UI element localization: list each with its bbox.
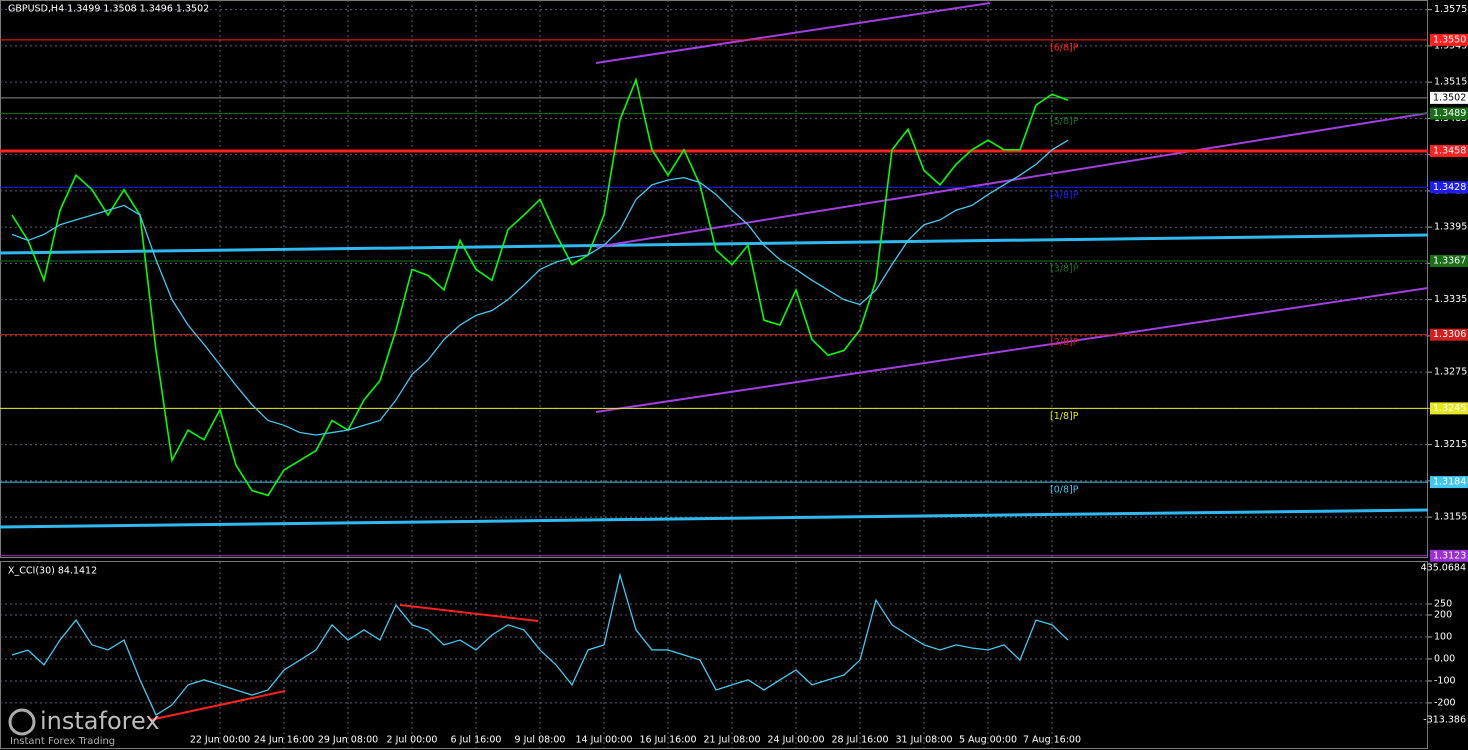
level-box bbox=[1430, 476, 1468, 489]
level-box bbox=[1430, 33, 1468, 46]
y-tick-label: -100 bbox=[1434, 675, 1456, 686]
level-price-label: 1.3306 bbox=[1433, 329, 1466, 340]
last-price-price-label: 1.3502 bbox=[1433, 92, 1466, 103]
trend-line bbox=[595, 287, 1429, 413]
x-tick-label: 31 Jul 08:00 bbox=[896, 735, 953, 746]
level-price-label: 1.3123 bbox=[1433, 550, 1466, 561]
y-tick-label: 1.3515 bbox=[1434, 77, 1467, 88]
support-box bbox=[1430, 145, 1468, 158]
level-box bbox=[1430, 549, 1468, 562]
level-price-label: 1.3550 bbox=[1433, 34, 1466, 45]
level-box bbox=[1430, 402, 1468, 415]
level-name: [5/8]P bbox=[1050, 116, 1079, 127]
cci-min-label: -313.386 bbox=[1423, 715, 1466, 726]
level-price-label: 1.3367 bbox=[1433, 255, 1466, 266]
x-tick-label: 9 Jul 08:00 bbox=[515, 735, 566, 746]
watermark-brand: instaforex bbox=[40, 707, 160, 735]
y-tick-label: 1.3215 bbox=[1434, 439, 1467, 450]
x-tick-label: 24 Jul 00:00 bbox=[768, 735, 825, 746]
price-pane-frame bbox=[0, 0, 1428, 558]
x-tick-label: 6 Jul 16:00 bbox=[451, 735, 502, 746]
long-ma bbox=[0, 508, 1429, 529]
y-tick-label: 100 bbox=[1434, 631, 1452, 642]
level-price-label: 1.3489 bbox=[1433, 108, 1466, 119]
level-box bbox=[1430, 328, 1468, 341]
levels: [6/8]P [5/8]P [4/8]P [3/8]P [2/8]P [1/8]P [0/8… bbox=[0, 39, 1428, 557]
y-tick-label: 0.00 bbox=[1434, 653, 1455, 664]
cci-max-label: 435.0684 bbox=[1421, 563, 1466, 574]
y-tick-label: 250 bbox=[1434, 598, 1452, 609]
level-name: [2/8]P bbox=[1050, 337, 1079, 348]
indicator-title: X_CCI(30) 84.1412 bbox=[8, 566, 97, 577]
y-tick-label: 1.3155 bbox=[1434, 512, 1467, 523]
level-box bbox=[1430, 107, 1468, 120]
y-tick-label: 200 bbox=[1434, 609, 1452, 620]
level-name: [0/8]P bbox=[1050, 485, 1079, 496]
indicator-line bbox=[11, 139, 1069, 436]
y-tick-label: 1.3575 bbox=[1434, 4, 1467, 15]
x-tick-label: 22 Jun 00:00 bbox=[190, 735, 250, 746]
level-name: [4/8]P bbox=[1050, 190, 1079, 201]
level-name: [6/8]P bbox=[1050, 42, 1079, 53]
divergence-line bbox=[399, 604, 539, 622]
logo-icon bbox=[8, 708, 36, 736]
x-tick-label: 24 Jun 16:00 bbox=[254, 735, 314, 746]
plots bbox=[11, 77, 1069, 716]
level-price-label: 1.3245 bbox=[1433, 403, 1466, 414]
x-tick-label: 29 Jun 08:00 bbox=[318, 735, 378, 746]
y-tick-label: 1.3275 bbox=[1434, 367, 1467, 378]
level-box bbox=[1430, 254, 1468, 267]
y-tick-label: 1.3335 bbox=[1434, 294, 1467, 305]
y-tick-label: 1.3545 bbox=[1434, 40, 1467, 51]
y-tick-label: 1.3395 bbox=[1434, 222, 1467, 233]
x-tick-label: 2 Jul 00:00 bbox=[387, 735, 438, 746]
watermark: instaforex Instant Forex Trading bbox=[8, 707, 160, 747]
y-tick-label: -200 bbox=[1434, 697, 1456, 708]
divergence-line bbox=[149, 690, 286, 721]
trend-line bbox=[595, 2, 991, 64]
level-name: [1/8]P bbox=[1050, 411, 1079, 422]
level-name: [3/8]P bbox=[1050, 263, 1079, 274]
level-box bbox=[1430, 181, 1468, 194]
x-tick-label: 7 Aug 16:00 bbox=[1023, 735, 1081, 746]
last-price-box bbox=[1430, 91, 1468, 104]
chart-title: GBPUSD,H4 1.3499 1.3508 1.3496 1.3502 bbox=[8, 4, 209, 15]
x-tick-label: 5 Aug 00:00 bbox=[959, 735, 1017, 746]
cci-pane-frame bbox=[0, 561, 1428, 749]
level-price-label: 1.3428 bbox=[1433, 182, 1466, 193]
axis: 1.35751.35451.35151.34851.34551.34251.33… bbox=[190, 4, 1468, 746]
watermark-slogan: Instant Forex Trading bbox=[10, 736, 115, 747]
support-price-label: 1.3458 bbox=[1433, 146, 1466, 157]
x-tick-label: 21 Jul 08:00 bbox=[704, 735, 761, 746]
grid bbox=[0, 0, 1428, 748]
indicator-line bbox=[11, 572, 1069, 716]
level-price-label: 1.3184 bbox=[1433, 477, 1466, 488]
price-line bbox=[11, 77, 1069, 497]
x-tick-label: 28 Jul 16:00 bbox=[832, 735, 889, 746]
x-tick-label: 14 Jul 00:00 bbox=[576, 735, 633, 746]
x-tick-label: 16 Jul 16:00 bbox=[640, 735, 697, 746]
